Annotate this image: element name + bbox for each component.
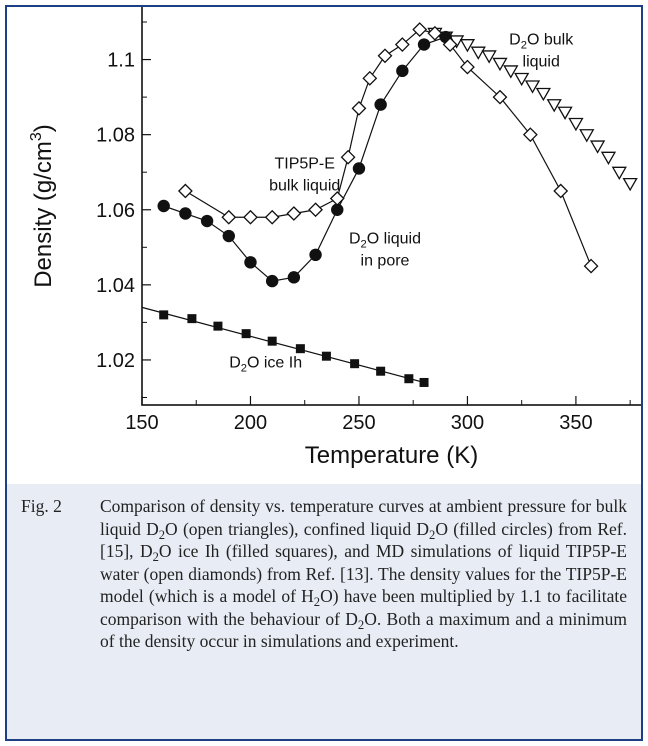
data-point-circle bbox=[331, 203, 344, 216]
data-point-circle bbox=[417, 38, 431, 51]
data-point-triangle bbox=[557, 106, 573, 120]
data-point-triangle bbox=[470, 46, 486, 60]
annotation-text: liquid bbox=[523, 54, 560, 71]
data-point-triangle bbox=[535, 87, 551, 102]
data-point-diamond bbox=[460, 59, 475, 75]
data-point-square bbox=[350, 359, 360, 369]
data-point-diamond bbox=[264, 209, 280, 225]
data-point-square bbox=[213, 321, 223, 331]
data-point-square bbox=[267, 336, 277, 346]
data-point-circle bbox=[374, 98, 387, 111]
annotation-text: TIP5P-E bbox=[274, 155, 334, 172]
data-point-diamond bbox=[394, 37, 410, 52]
data-point-diamond bbox=[442, 37, 458, 52]
data-point-diamond bbox=[412, 22, 428, 37]
y-tick-label: 1.02 bbox=[96, 350, 135, 372]
data-point-square bbox=[321, 351, 331, 361]
y-tick-label: 1.08 bbox=[96, 125, 135, 147]
data-point-triangle bbox=[611, 166, 627, 181]
data-point-triangle bbox=[459, 39, 476, 53]
data-point-diamond bbox=[329, 191, 345, 206]
data-point-triangle bbox=[503, 65, 519, 79]
data-point-diamond bbox=[492, 89, 508, 105]
data-point-diamond bbox=[221, 209, 237, 225]
data-point-triangle bbox=[589, 140, 606, 154]
annotation-text: D2O bulk bbox=[509, 32, 574, 52]
data-point-triangle bbox=[546, 99, 562, 113]
data-point-triangle bbox=[568, 117, 584, 132]
data-point-diamond bbox=[243, 209, 258, 225]
data-point-circle bbox=[287, 271, 301, 284]
data-point-circle bbox=[396, 64, 409, 78]
caption-text: Comparison of density vs. temperature cu… bbox=[100, 496, 627, 651]
data-point-square bbox=[159, 310, 169, 320]
data-point-circle bbox=[222, 229, 235, 243]
data-point-diamond bbox=[553, 183, 569, 199]
data-point-square bbox=[187, 314, 197, 324]
data-point-diamond bbox=[377, 48, 393, 64]
data-point-circle bbox=[200, 214, 214, 228]
y-tick-label: 1.1 bbox=[107, 50, 135, 72]
x-axis-label: Temperature (K) bbox=[305, 442, 478, 469]
data-point-circle bbox=[265, 274, 279, 288]
data-point-diamond bbox=[177, 183, 193, 199]
x-tick-label: 300 bbox=[451, 412, 484, 434]
annotation-text: D2O liquid bbox=[349, 231, 421, 251]
data-point-circle bbox=[244, 256, 257, 269]
figure-frame: 150 200 250 300 350 1.02 1.04 1.06 1.08 1.1 Temper… bbox=[5, 5, 643, 741]
y-tick-label: 1.06 bbox=[96, 200, 135, 222]
x-tick-label: 250 bbox=[342, 412, 375, 434]
data-point-diamond bbox=[522, 127, 538, 143]
data-point-square bbox=[419, 377, 429, 387]
data-point-diamond bbox=[308, 202, 323, 218]
data-point-triangle bbox=[600, 151, 617, 165]
data-point-diamond bbox=[286, 206, 302, 221]
data-point-diamond bbox=[351, 100, 367, 116]
plot-panel: 150 200 250 300 350 1.02 1.04 1.06 1.08 1.1 Temper… bbox=[7, 7, 641, 484]
data-point-diamond bbox=[340, 149, 356, 165]
data-point-circle bbox=[179, 207, 192, 220]
data-point-square bbox=[404, 374, 414, 384]
data-point-triangle bbox=[622, 177, 638, 192]
data-point-triangle bbox=[524, 80, 541, 94]
data-point-triangle bbox=[492, 57, 508, 72]
data-point-triangle bbox=[481, 50, 497, 64]
annotation-text: D2O ice Ih bbox=[229, 354, 302, 374]
data-point-diamond bbox=[583, 258, 599, 274]
y-tick-label: 1.04 bbox=[96, 275, 135, 297]
data-point-circle bbox=[352, 162, 366, 175]
data-point-triangle bbox=[579, 129, 595, 143]
data-point-diamond bbox=[427, 25, 443, 41]
annotation-text: in pore bbox=[361, 253, 410, 270]
data-point-square bbox=[376, 366, 386, 376]
x-tick-label: 350 bbox=[559, 412, 592, 434]
x-tick-label: 200 bbox=[234, 412, 267, 434]
annotation-text: bulk liquid bbox=[269, 177, 340, 194]
caption-label: Fig. 2 bbox=[21, 496, 62, 516]
density-temperature-chart: 150 200 250 300 350 1.02 1.04 1.06 1.08 1.1 Temper… bbox=[28, 7, 641, 469]
x-tick-label: 150 bbox=[125, 412, 158, 434]
data-point-circle bbox=[157, 199, 170, 213]
data-point-diamond bbox=[362, 70, 378, 86]
y-axis-label: Density (g/cm3) bbox=[28, 124, 57, 288]
data-point-square bbox=[241, 329, 251, 339]
data-point-triangle bbox=[514, 72, 530, 87]
data-point-circle bbox=[309, 248, 322, 262]
plot-area-frame bbox=[141, 7, 641, 406]
data-point-square bbox=[295, 344, 305, 354]
